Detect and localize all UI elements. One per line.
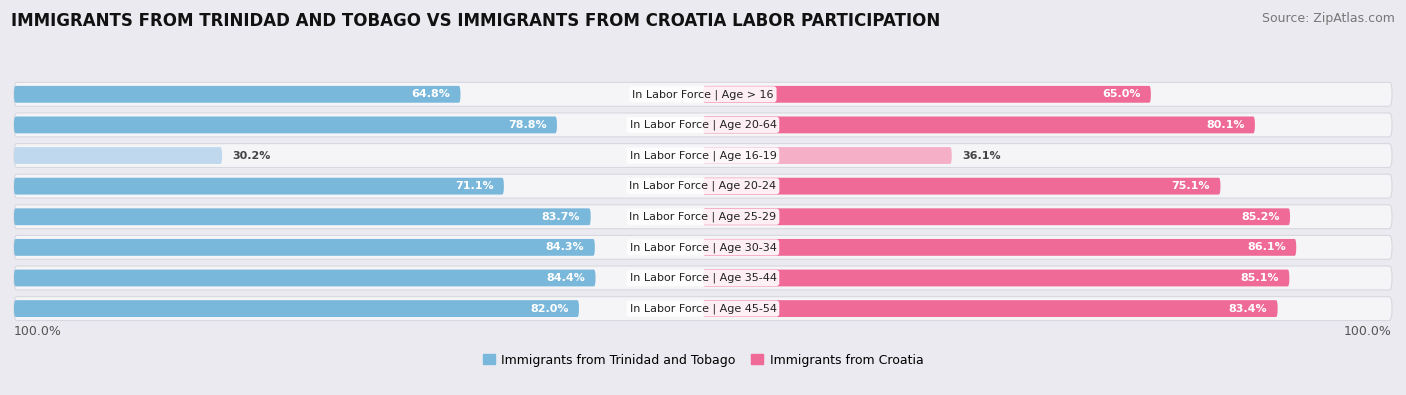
Text: In Labor Force | Age 25-29: In Labor Force | Age 25-29 [630, 211, 776, 222]
FancyBboxPatch shape [14, 297, 1392, 320]
FancyBboxPatch shape [703, 300, 1278, 317]
Text: 85.1%: 85.1% [1240, 273, 1279, 283]
Text: 75.1%: 75.1% [1171, 181, 1211, 191]
FancyBboxPatch shape [703, 239, 1296, 256]
Legend: Immigrants from Trinidad and Tobago, Immigrants from Croatia: Immigrants from Trinidad and Tobago, Imm… [478, 348, 928, 372]
FancyBboxPatch shape [14, 86, 461, 103]
FancyBboxPatch shape [14, 144, 1392, 167]
FancyBboxPatch shape [703, 269, 1289, 286]
FancyBboxPatch shape [14, 174, 1392, 198]
FancyBboxPatch shape [14, 113, 1392, 137]
FancyBboxPatch shape [14, 205, 1392, 229]
Text: 100.0%: 100.0% [1344, 325, 1392, 339]
FancyBboxPatch shape [703, 147, 952, 164]
FancyBboxPatch shape [14, 83, 1392, 106]
FancyBboxPatch shape [14, 117, 557, 134]
FancyBboxPatch shape [703, 208, 1291, 225]
FancyBboxPatch shape [703, 178, 1220, 195]
Text: 86.1%: 86.1% [1247, 243, 1286, 252]
Text: 100.0%: 100.0% [14, 325, 62, 339]
Text: 82.0%: 82.0% [530, 304, 568, 314]
FancyBboxPatch shape [703, 86, 1152, 103]
Text: In Labor Force | Age 45-54: In Labor Force | Age 45-54 [630, 303, 776, 314]
Text: In Labor Force | Age 16-19: In Labor Force | Age 16-19 [630, 150, 776, 161]
FancyBboxPatch shape [703, 117, 1256, 134]
Text: In Labor Force | Age > 16: In Labor Force | Age > 16 [633, 89, 773, 100]
Text: 83.4%: 83.4% [1229, 304, 1267, 314]
Text: In Labor Force | Age 35-44: In Labor Force | Age 35-44 [630, 273, 776, 283]
Text: 65.0%: 65.0% [1102, 89, 1140, 99]
Text: Source: ZipAtlas.com: Source: ZipAtlas.com [1261, 12, 1395, 25]
Text: In Labor Force | Age 20-24: In Labor Force | Age 20-24 [630, 181, 776, 192]
FancyBboxPatch shape [14, 266, 1392, 290]
FancyBboxPatch shape [14, 269, 596, 286]
Text: 85.2%: 85.2% [1241, 212, 1279, 222]
FancyBboxPatch shape [14, 208, 591, 225]
FancyBboxPatch shape [14, 239, 595, 256]
Text: 71.1%: 71.1% [454, 181, 494, 191]
Text: IMMIGRANTS FROM TRINIDAD AND TOBAGO VS IMMIGRANTS FROM CROATIA LABOR PARTICIPATI: IMMIGRANTS FROM TRINIDAD AND TOBAGO VS I… [11, 12, 941, 30]
Text: 64.8%: 64.8% [411, 89, 450, 99]
Text: 36.1%: 36.1% [962, 150, 1001, 160]
FancyBboxPatch shape [14, 178, 503, 195]
Text: 84.4%: 84.4% [546, 273, 585, 283]
FancyBboxPatch shape [14, 300, 579, 317]
Text: 78.8%: 78.8% [508, 120, 547, 130]
FancyBboxPatch shape [14, 147, 222, 164]
Text: 84.3%: 84.3% [546, 243, 585, 252]
Text: 80.1%: 80.1% [1206, 120, 1244, 130]
Text: 83.7%: 83.7% [541, 212, 581, 222]
Text: In Labor Force | Age 30-34: In Labor Force | Age 30-34 [630, 242, 776, 253]
FancyBboxPatch shape [14, 235, 1392, 259]
Text: 30.2%: 30.2% [232, 150, 271, 160]
Text: In Labor Force | Age 20-64: In Labor Force | Age 20-64 [630, 120, 776, 130]
